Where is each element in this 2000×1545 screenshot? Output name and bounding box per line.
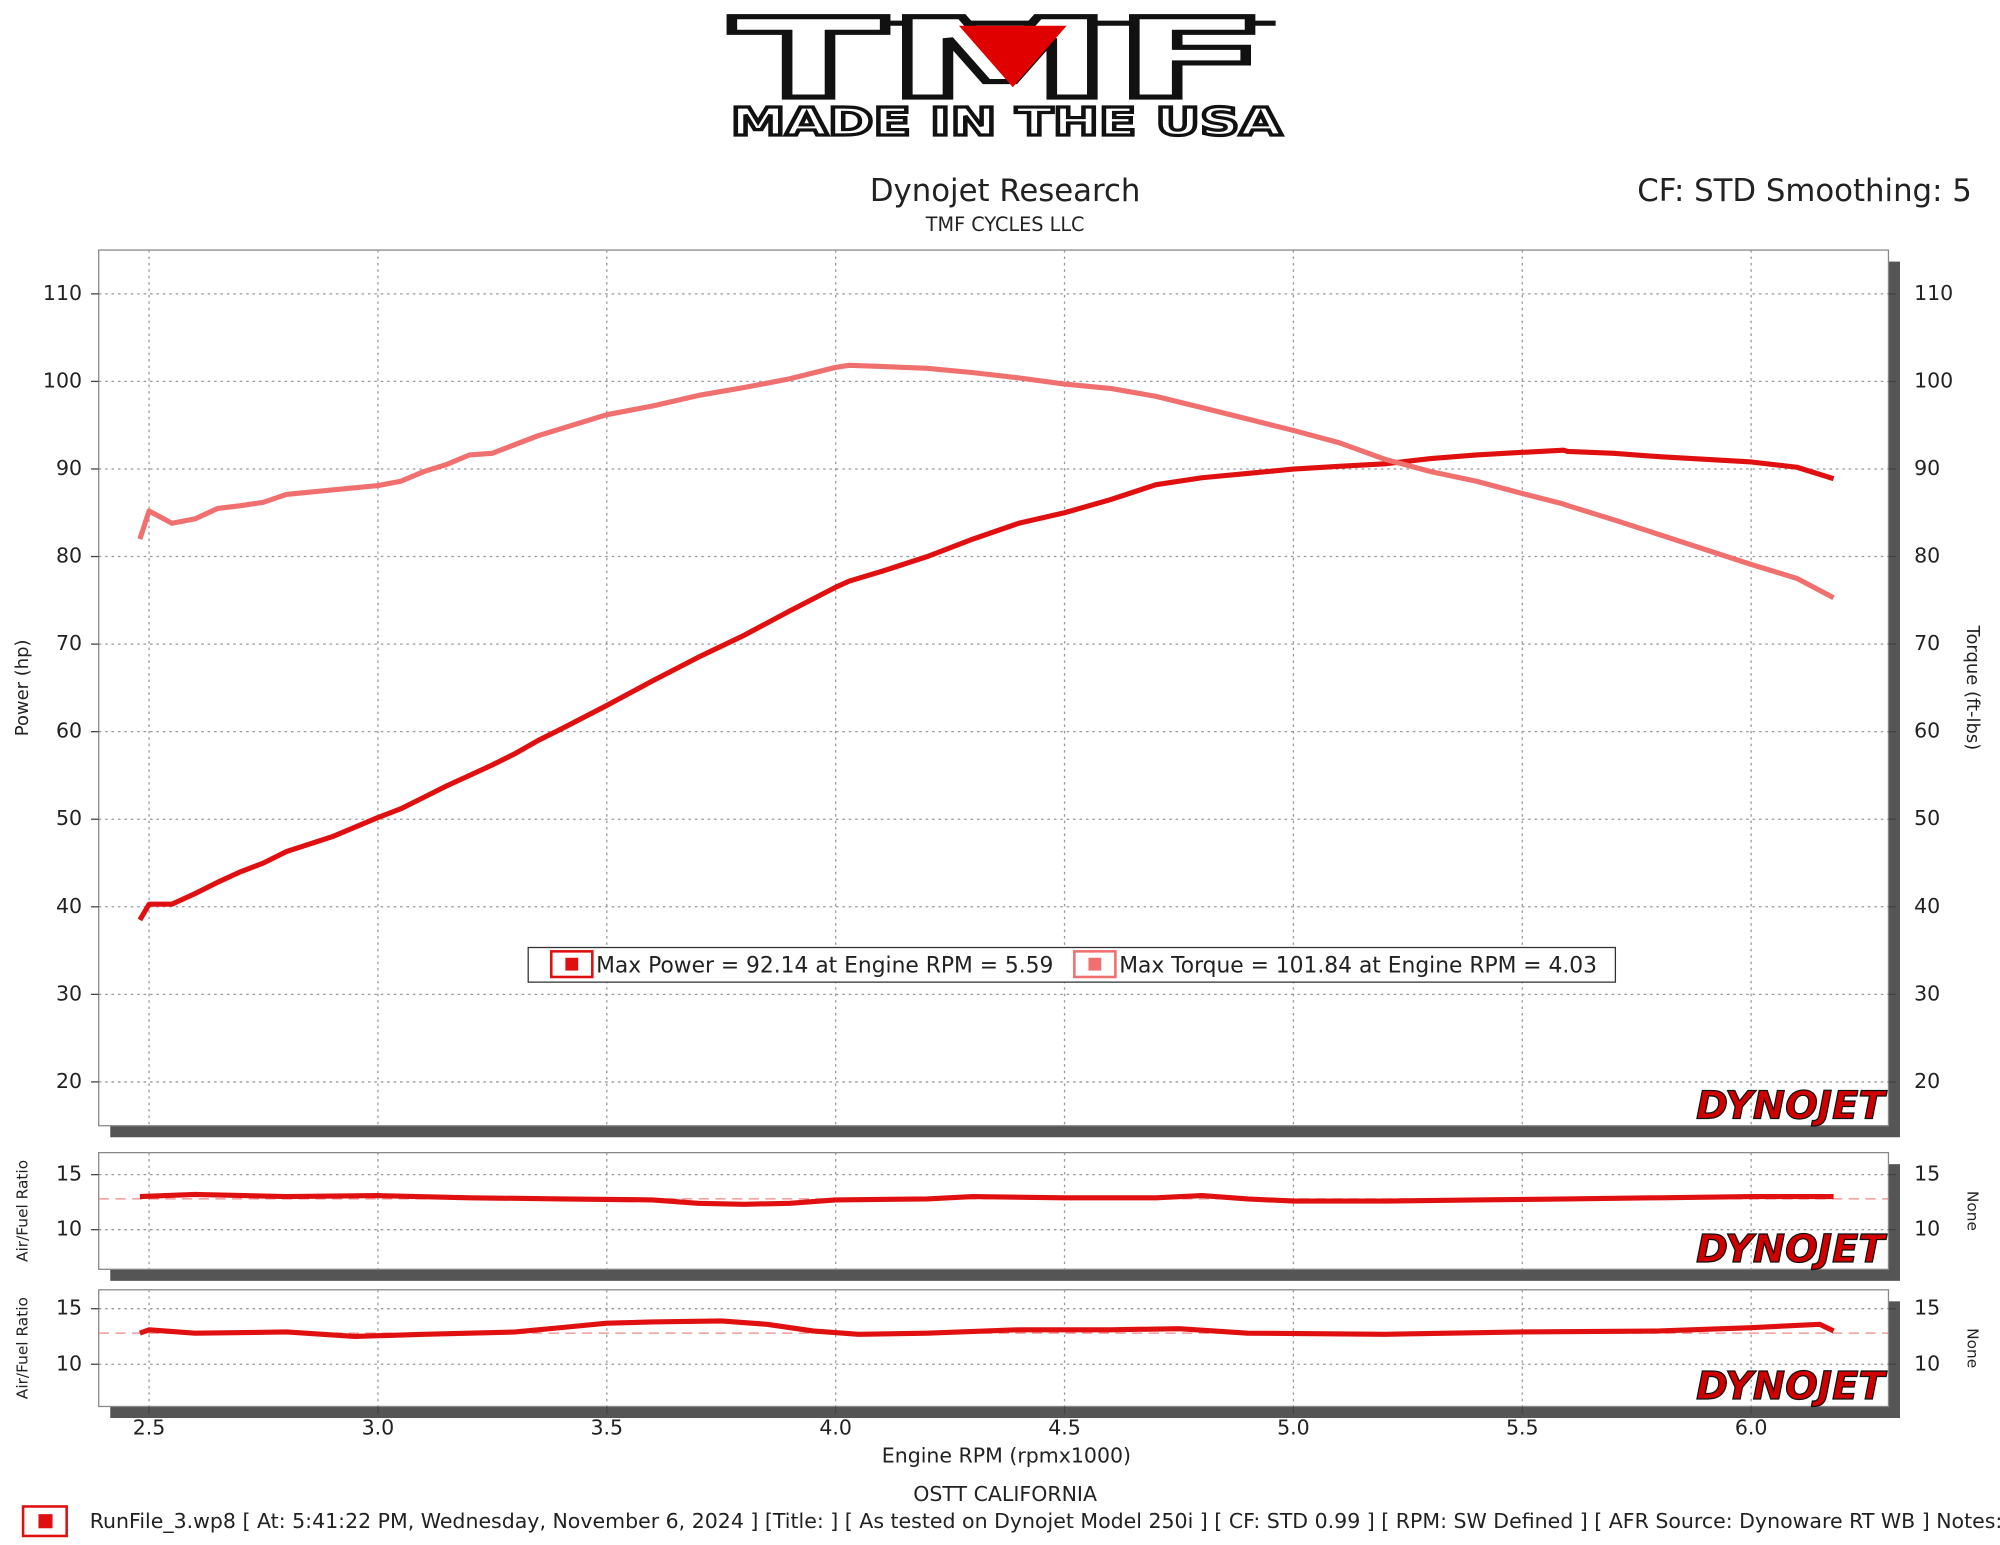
- run-info: RunFile_3.wp8 [ At: 5:41:22 PM, Wednesda…: [90, 1509, 2000, 1534]
- watermark: DYNOJET: [1696, 1227, 1887, 1272]
- legend-label: Max Power = 92.14 at Engine RPM = 5.59: [596, 954, 1053, 979]
- x-tick-label: 2.5: [133, 1415, 166, 1439]
- y2-tick-label: 15: [1914, 1296, 1940, 1320]
- y-tick-label: 10: [56, 1351, 82, 1375]
- settings: CF: STD Smoothing: 5: [1637, 173, 1972, 209]
- legend-swatch-frame: [550, 950, 594, 979]
- y2-tick-label: 20: [1914, 1069, 1940, 1093]
- watermark: DYNOJET: [1696, 1364, 1887, 1409]
- plot-area: [98, 1151, 1890, 1270]
- y-tick-label: 15: [56, 1162, 82, 1186]
- y2-tick-label: 70: [1914, 631, 1940, 655]
- y-tick-label: 70: [56, 631, 82, 655]
- y2-tick-label: 30: [1914, 981, 1940, 1005]
- y2-axis-label: None: [1963, 1191, 1981, 1231]
- y-axis-label: Air/Fuel Ratio: [14, 1297, 32, 1399]
- y-tick-label: 90: [56, 456, 82, 480]
- y2-tick-label: 80: [1914, 544, 1940, 568]
- legend-swatch: [565, 957, 579, 971]
- data-line: [137, 447, 1835, 922]
- y-axis-label: Air/Fuel Ratio: [14, 1160, 32, 1262]
- y2-tick-label: 60: [1914, 719, 1940, 743]
- legend-swatch: [1088, 957, 1102, 971]
- x-tick-label: 3.5: [590, 1415, 623, 1439]
- y2-tick-label: 50: [1914, 806, 1940, 830]
- y-axis-label: Power (hp): [12, 640, 33, 737]
- run-icon-fill: [38, 1514, 53, 1529]
- legend-box: [527, 946, 1617, 983]
- y-tick-label: 100: [43, 368, 82, 392]
- logo-subtitle: MADE IN THE USA: [731, 100, 1283, 145]
- data-line: [137, 362, 1835, 601]
- y-tick-label: 80: [56, 544, 82, 568]
- y2-tick-label: 15: [1914, 1162, 1940, 1186]
- plot-area: [98, 1289, 1890, 1408]
- location: OSTT CALIFORNIA: [913, 1482, 1097, 1506]
- x-tick-label: 5.5: [1506, 1415, 1539, 1439]
- y-tick-label: 60: [56, 719, 82, 743]
- y-tick-label: 10: [56, 1217, 82, 1241]
- chart-title: Dynojet Research: [870, 173, 1141, 209]
- legend-label: Max Torque = 101.84 at Engine RPM = 4.03: [1119, 954, 1597, 979]
- y2-tick-label: 90: [1914, 456, 1940, 480]
- y2-axis-label: None: [1963, 1328, 1981, 1368]
- x-tick-label: 6.0: [1735, 1415, 1768, 1439]
- data-line: [139, 1318, 1835, 1340]
- y-tick-label: 20: [56, 1069, 82, 1093]
- chart-subtitle: TMF CYCLES LLC: [925, 213, 1085, 236]
- y2-tick-label: 10: [1914, 1217, 1940, 1241]
- y2-tick-label: 10: [1914, 1351, 1940, 1375]
- y-tick-label: 30: [56, 981, 82, 1005]
- data-line: [139, 1191, 1834, 1207]
- x-tick-label: 5.0: [1277, 1415, 1310, 1439]
- x-tick-label: 3.0: [362, 1415, 395, 1439]
- x-tick-label: 4.5: [1048, 1415, 1081, 1439]
- x-axis-label: Engine RPM (rpmx1000): [882, 1443, 1131, 1467]
- y2-axis-label: Torque (ft-lbs): [1962, 625, 1983, 751]
- y2-tick-label: 40: [1914, 894, 1940, 918]
- y-tick-label: 40: [56, 894, 82, 918]
- y-tick-label: 15: [56, 1296, 82, 1320]
- y2-tick-label: 110: [1914, 281, 1953, 305]
- logo-triangle: [958, 25, 1067, 88]
- y2-tick-label: 100: [1914, 368, 1953, 392]
- x-tick-label: 4.0: [819, 1415, 852, 1439]
- y-tick-label: 50: [56, 806, 82, 830]
- watermark: DYNOJET: [1696, 1083, 1887, 1128]
- y-tick-label: 110: [43, 281, 82, 305]
